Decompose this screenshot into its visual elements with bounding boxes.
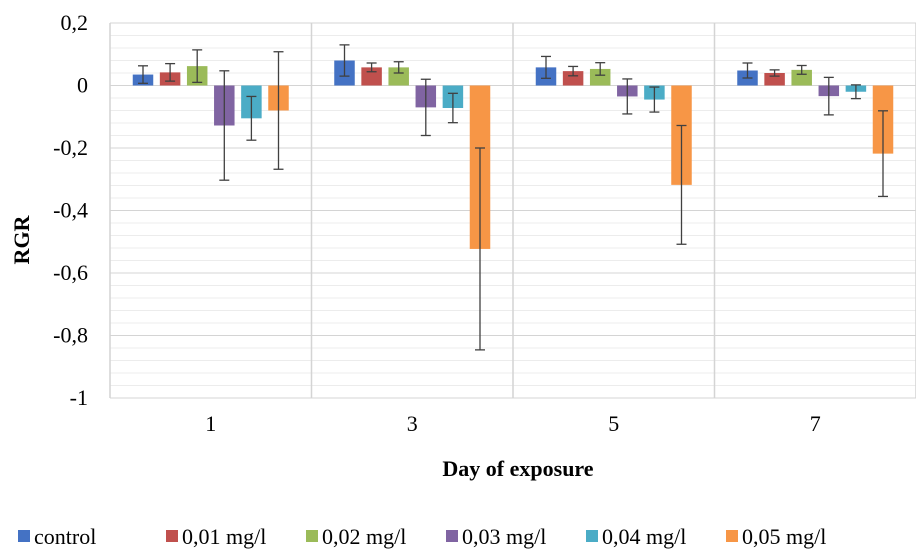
y-tick-label: -0,4 [53,198,88,223]
x-tick-label: 3 [407,411,418,436]
y-tick-label: -1 [70,385,88,410]
legend-swatch [306,530,318,542]
legend-swatch [726,530,738,542]
bar [388,67,409,86]
bar [361,67,382,86]
x-axis-title: Day of exposure [442,456,593,481]
y-axis-ticks: 0,2 0 -0,2 -0,4 -0,6 -0,8 -1 [53,10,88,410]
x-axis-ticks: 1 3 5 7 [205,411,821,436]
y-axis-title: RGR [9,214,34,264]
legend-item: 0,04 mg/l [586,524,686,549]
bar [589,68,611,86]
legend-label: 0,04 mg/l [602,524,686,549]
grid [109,22,916,399]
bar [562,71,584,86]
legend-item: control [18,524,96,549]
y-tick-label: -0,2 [53,135,88,160]
x-tick-label: 7 [810,411,821,436]
bar [791,69,812,86]
legend-swatch [166,530,178,542]
legend-label: control [34,524,96,549]
legend-item: 0,02 mg/l [306,524,406,549]
legend-swatch [446,530,458,542]
y-tick-label: -0,8 [53,323,88,348]
legend-item: 0,01 mg/l [166,524,266,549]
y-tick-label: 0,2 [61,10,89,35]
x-tick-label: 5 [608,411,619,436]
legend-label: 0,03 mg/l [462,524,546,549]
legend-label: 0,02 mg/l [322,524,406,549]
bar [764,73,785,86]
legend-item: 0,03 mg/l [446,524,546,549]
legend-swatch [18,530,30,542]
legend-swatch [586,530,598,542]
y-tick-label: 0 [77,73,88,98]
legend: control 0,01 mg/l 0,02 mg/l 0,03 mg/l 0,04 m… [18,524,826,549]
legend-label: 0,05 mg/l [742,524,826,549]
legend-item: 0,05 mg/l [726,524,826,549]
x-tick-label: 1 [205,411,216,436]
y-tick-label: -0,6 [53,260,88,285]
legend-label: 0,01 mg/l [182,524,266,549]
error-bars [138,44,888,351]
